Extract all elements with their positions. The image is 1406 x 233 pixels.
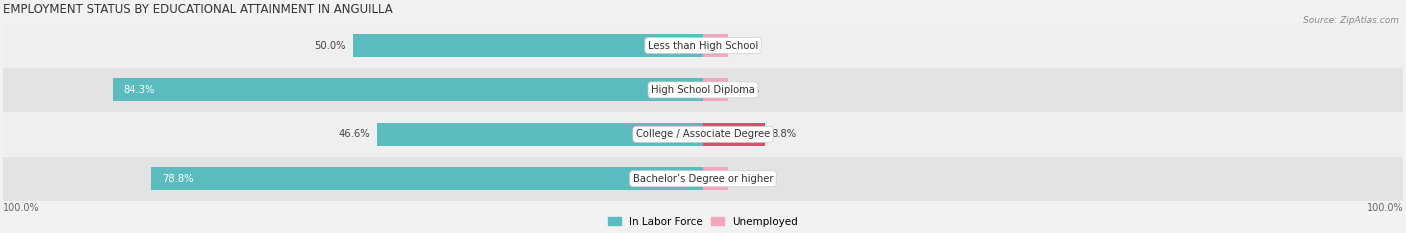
Text: 100.0%: 100.0% (3, 203, 39, 213)
Text: High School Diploma: High School Diploma (651, 85, 755, 95)
Text: 0.0%: 0.0% (734, 85, 759, 95)
Text: 46.6%: 46.6% (337, 129, 370, 139)
Legend: In Labor Force, Unemployed: In Labor Force, Unemployed (605, 212, 801, 231)
Text: EMPLOYMENT STATUS BY EDUCATIONAL ATTAINMENT IN ANGUILLA: EMPLOYMENT STATUS BY EDUCATIONAL ATTAINM… (3, 3, 392, 16)
Bar (377, 123, 703, 146)
Bar (703, 167, 727, 190)
Text: Source: ZipAtlas.com: Source: ZipAtlas.com (1303, 16, 1399, 25)
Bar (3, 68, 1403, 112)
Text: 0.0%: 0.0% (734, 41, 759, 51)
Bar (152, 167, 703, 190)
Bar (353, 34, 703, 57)
Bar (3, 23, 1403, 68)
Text: 78.8%: 78.8% (162, 174, 193, 184)
Bar (3, 157, 1403, 201)
Text: 84.3%: 84.3% (124, 85, 155, 95)
Bar (703, 123, 765, 146)
Text: Less than High School: Less than High School (648, 41, 758, 51)
Text: 8.8%: 8.8% (772, 129, 797, 139)
Text: Bachelor’s Degree or higher: Bachelor’s Degree or higher (633, 174, 773, 184)
Bar (703, 34, 727, 57)
Text: College / Associate Degree: College / Associate Degree (636, 129, 770, 139)
Bar (112, 78, 703, 101)
Text: 100.0%: 100.0% (1367, 203, 1403, 213)
Bar (3, 112, 1403, 157)
Text: 50.0%: 50.0% (315, 41, 346, 51)
Text: 0.0%: 0.0% (734, 174, 759, 184)
Bar (703, 78, 727, 101)
